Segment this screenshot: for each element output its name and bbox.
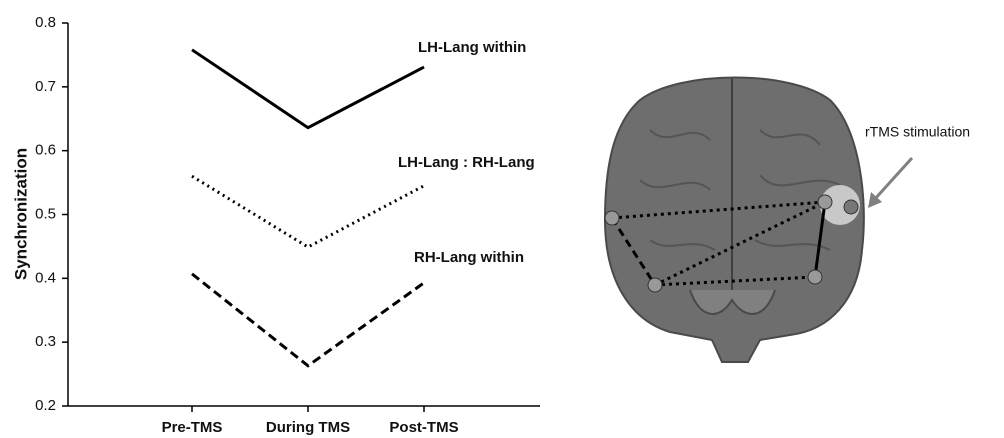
y-axis-label: Synchronization [11,148,30,280]
y-tick-label: 0.8 [35,14,56,31]
series-line [192,176,424,247]
arrow [874,158,912,200]
x-tick-label: Post-TMS [389,419,458,436]
series-line [192,50,424,128]
node [605,211,619,225]
series-label: RH-Lang within [414,249,524,266]
brain-illustration [605,78,912,363]
node [648,278,662,292]
y-tick-label: 0.4 [35,269,56,286]
y-tick-label: 0.5 [35,205,56,222]
series-label: LH-Lang within [418,39,526,56]
node [818,195,832,209]
series-label: LH-Lang : RH-Lang [398,154,535,171]
stimulation-node [844,200,858,214]
y-tick-label: 0.2 [35,397,56,414]
y-tick-label: 0.6 [35,142,56,159]
series-line [192,274,424,366]
x-tick-label: During TMS [266,419,350,436]
figure: Synchronization rTMS stimulation 0.2 0.3 0… [0,0,1004,438]
annotation: rTMS stimulation [865,124,970,140]
y-tick-label: 0.3 [35,333,56,350]
brain [605,78,864,363]
x-tick-label: Pre-TMS [162,419,223,436]
y-tick-label: 0.7 [35,78,56,95]
node [808,270,822,284]
